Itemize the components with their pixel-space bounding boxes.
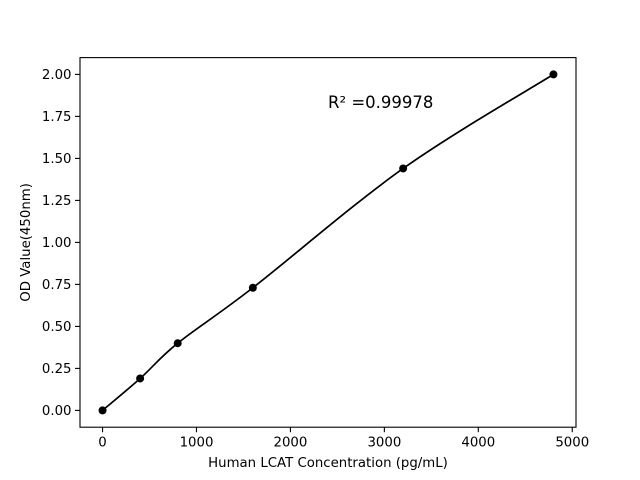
x-tick-label: 1000 [180,436,214,451]
data-point [549,70,558,79]
data-point [98,406,107,415]
data-point [173,339,182,348]
x-tick-label: 2000 [274,436,308,451]
y-tick-label: 0.50 [42,320,72,335]
y-tick-label: 0.75 [42,278,72,293]
y-tick-label: 1.50 [42,152,72,167]
x-axis-label: Human LCAT Concentration (pg/mL) [208,456,448,471]
y-axis-label: OD Value(450nm) [19,183,34,302]
data-point [136,374,145,383]
y-tick-label: 1.25 [42,194,72,209]
y-tick-label: 1.00 [42,236,72,251]
axes-frame [79,57,577,428]
x-tick-label: 3000 [367,436,401,451]
x-tick-label: 4000 [461,436,495,451]
y-tick-label: 0.00 [42,404,72,419]
x-tick-label: 5000 [555,436,589,451]
r-squared-annotation: R² =0.99978 [328,93,433,112]
y-tick-label: 2.00 [42,68,72,83]
data-point [248,283,257,292]
data-point [399,164,408,173]
x-tick-label: 0 [98,436,106,451]
y-tick-label: 0.25 [42,362,72,377]
y-tick-label: 1.75 [42,110,72,125]
curve-path [101,73,555,412]
